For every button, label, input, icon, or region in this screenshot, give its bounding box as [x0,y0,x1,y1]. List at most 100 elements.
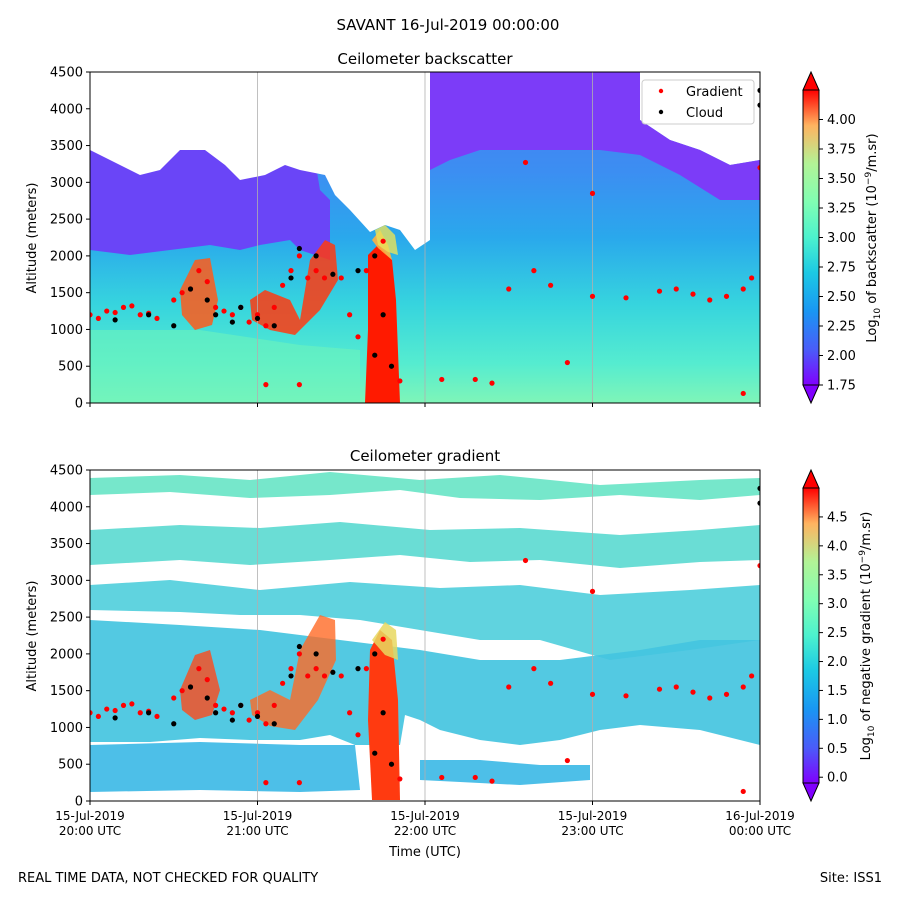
gradient-point [246,717,252,723]
gradient-point [363,268,369,274]
y-tick-label: 1000 [50,323,83,338]
cloud-point [204,297,210,303]
x-tick-label-time: 20:00 UTC [59,824,121,838]
x-tick-label-date: 15-Jul-2019 [55,809,125,823]
gradient-point [221,308,227,314]
gradient-point [204,677,210,683]
gradient-point [472,376,478,383]
colorbar-tick-label: 3.25 [827,202,856,217]
gradient-point [321,275,328,281]
backscatter-green-base [90,330,360,403]
gradient-point [137,710,143,716]
y-tick-label: 500 [58,360,83,375]
gradient-point [589,588,596,594]
gradient-point [246,319,252,325]
gradient-point [129,701,135,707]
gradient-point [271,304,277,310]
gradient-point [229,710,235,716]
gradient-point [489,380,495,386]
cloud-point [388,761,395,767]
gradient-point [221,706,227,712]
gradient-point [757,563,760,569]
y-tick-label: 1000 [50,721,83,736]
gradient-point [263,323,269,329]
cloud-point [296,643,302,650]
cloud-point [330,271,336,277]
gradient-point [673,286,679,292]
y-tick-label: 2500 [50,611,83,626]
gradient-point [548,680,554,686]
backscatter-warm-blob-left [180,258,218,330]
gradient-point [95,713,101,720]
gradient-point [623,693,629,699]
colorbar-tick-label: 2.25 [827,320,856,335]
cloud-point [288,673,294,679]
gradient-point [229,312,235,318]
y-tick-label: 1500 [50,286,83,301]
x-tick-label-date: 15-Jul-2019 [558,809,628,823]
gradient-point [757,165,760,171]
cloud-point [355,666,361,672]
gradient-point [623,295,629,301]
gradient-point [506,286,512,292]
gradient-point [179,688,185,694]
colorbar2-bottom-extend [802,782,820,803]
gradient-point [397,378,403,384]
gradient-point [656,288,663,294]
colorbar-tick-label: 4.00 [827,113,856,128]
gradient-point [506,684,512,690]
colorbar-top-extend [802,70,820,91]
cloud-point [213,312,219,318]
gradient-point [589,293,596,299]
x-tick-label-time: 22:00 UTC [394,824,456,838]
y-tick-label: 2500 [50,213,83,228]
gradient-point [531,666,537,672]
cloud-point [388,363,395,369]
colorbar-tick-label: 2.5 [827,626,848,641]
gradient-point [137,312,143,318]
figure-title: SAVANT 16-Jul-2019 00:00:00 [337,16,560,34]
gradient-point [363,666,369,672]
cloud-point [187,286,194,292]
footer-site: Site: ISS1 [820,871,882,886]
cloud-point [171,323,177,329]
cloud-point [288,275,294,281]
gradient-point [439,774,445,781]
gradient-point [112,309,118,316]
gradient-point [271,702,277,708]
x-tick-label-date: 15-Jul-2019 [390,809,460,823]
gradient-point [522,159,529,166]
gradient-point [740,684,746,690]
gradient-warm-patch-mid [250,615,336,730]
gradient-panel: Ceilometer gradient 0 500 1000 1500 2000 2500… [25,447,877,860]
colorbar-tick-label: 0.0 [827,771,848,786]
cloud-point [355,268,361,274]
y-tick-label: 3500 [50,537,83,552]
legend-cloud-label: Cloud [686,106,723,121]
colorbar-tick-label: 1.5 [827,684,848,699]
gradient-yellow-patch [372,622,398,660]
colorbar-tick-label: 4.5 [827,510,848,525]
gradient-point [296,651,302,657]
gradient-point [338,275,344,281]
gradient-point [589,190,596,196]
backscatter-gridlines [257,72,593,403]
gradient-point [589,691,596,697]
gradient-point [296,253,302,259]
gradient-colorbar-label: Log10 of negative gradient (10−9/m.sr) [858,512,877,761]
gradient-gridlines [257,470,593,801]
backscatter-red-column [365,245,400,403]
gradient-point [305,673,311,679]
gradient-point [707,297,713,303]
gradient-point [707,695,713,701]
gradient-point [380,238,386,244]
gradient-point [347,710,353,716]
backscatter-legend: Gradient Cloud [641,79,755,125]
legend-gradient-label: Gradient [686,85,743,100]
y-tick-label: 3500 [50,139,83,154]
x-tick-label-date: 15-Jul-2019 [223,809,293,823]
legend-cloud-marker [658,109,664,115]
colorbar-tick-label: 2.50 [827,290,856,305]
gradient-point [656,686,663,692]
